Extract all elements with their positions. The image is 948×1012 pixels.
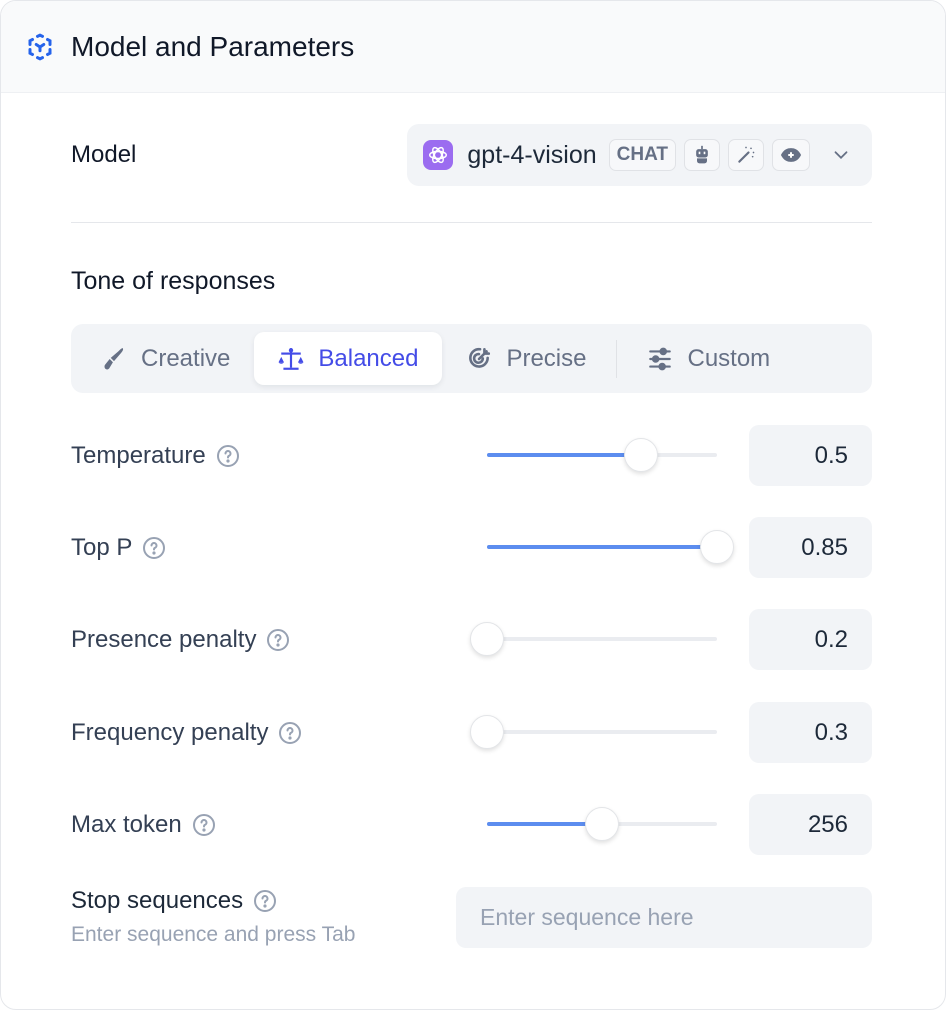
tab-label: Precise — [506, 344, 587, 372]
stop-sequences-label: Stop sequences — [71, 887, 244, 914]
slider-thumb[interactable] — [585, 807, 619, 841]
tab-custom[interactable]: Custom — [623, 332, 794, 385]
param-row-temperature: Temperature 0.5 — [71, 425, 872, 486]
param-value-input[interactable]: 0.3 — [749, 702, 872, 763]
slider-fill — [487, 453, 642, 457]
slider-thumb[interactable] — [470, 622, 504, 656]
param-value-input[interactable]: 0.5 — [749, 425, 872, 486]
help-icon[interactable] — [142, 536, 166, 560]
param-value-input[interactable]: 0.85 — [749, 517, 872, 578]
tone-label: Tone of responses — [71, 267, 276, 295]
tab-creative[interactable]: Creative — [77, 332, 254, 385]
help-icon[interactable] — [266, 628, 290, 652]
param-row-frequency-penalty: Frequency penalty 0.3 — [71, 702, 872, 763]
param-slider[interactable] — [487, 438, 717, 472]
slider-fill — [487, 545, 717, 549]
stop-sequences-row: Stop sequences Enter sequence and press … — [71, 887, 872, 949]
chevron-down-icon[interactable] — [830, 144, 852, 166]
model-name: gpt-4-vision — [467, 140, 597, 169]
param-row-top-p: Top P 0.85 — [71, 517, 872, 578]
slider-fill — [487, 822, 602, 826]
model-cube-icon — [28, 32, 52, 61]
param-value-input[interactable]: 256 — [749, 794, 872, 855]
param-label: Top P — [71, 533, 133, 561]
param-label: Max token — [71, 810, 182, 838]
param-label: Presence penalty — [71, 625, 257, 653]
slider-thumb[interactable] — [624, 438, 659, 472]
scale-icon — [278, 347, 304, 370]
tab-label: Creative — [141, 344, 231, 372]
help-icon[interactable] — [192, 813, 216, 837]
help-icon[interactable] — [216, 444, 240, 468]
param-row-max-token: Max token 256 — [71, 794, 872, 855]
slider-thumb[interactable] — [700, 530, 734, 564]
panel-title: Model and Parameters — [71, 30, 355, 62]
stop-sequences-hint: Enter sequence and press Tab — [71, 923, 356, 946]
divider — [71, 222, 872, 223]
model-label: Model — [71, 141, 137, 168]
eye-icon — [772, 139, 810, 171]
tab-label: Custom — [687, 344, 771, 372]
robot-icon — [684, 139, 720, 171]
stop-sequence-input[interactable] — [456, 887, 872, 948]
param-slider[interactable] — [487, 530, 734, 564]
brush-icon — [104, 347, 124, 369]
slider-thumb[interactable] — [470, 715, 504, 749]
param-slider[interactable] — [470, 622, 717, 656]
help-icon[interactable] — [253, 889, 277, 913]
magic-wand-icon — [728, 139, 764, 171]
help-icon[interactable] — [278, 721, 302, 745]
chat-badge: CHAT — [608, 139, 676, 171]
tab-precise[interactable]: Precise — [442, 332, 610, 385]
model-selector[interactable]: gpt-4-vision CHAT — [407, 124, 872, 186]
panel-header: Model and Parameters — [1, 1, 945, 93]
param-slider[interactable] — [470, 715, 717, 749]
target-icon — [469, 347, 491, 368]
tab-separator — [616, 339, 618, 378]
openai-logo-icon — [423, 140, 454, 170]
param-value-input[interactable]: 0.2 — [749, 609, 872, 670]
sliders-icon — [649, 347, 672, 370]
param-slider[interactable] — [487, 807, 717, 841]
param-label: Frequency penalty — [71, 718, 269, 746]
tab-balanced[interactable]: Balanced — [254, 332, 443, 385]
param-row-presence-penalty: Presence penalty 0.2 — [71, 609, 872, 670]
param-label: Temperature — [71, 441, 206, 469]
tab-label: Balanced — [318, 344, 419, 372]
tone-tabs: Creative Balanced Precise Custom — [71, 324, 872, 393]
model-row: Model gpt-4-vision CHAT — [71, 124, 872, 186]
